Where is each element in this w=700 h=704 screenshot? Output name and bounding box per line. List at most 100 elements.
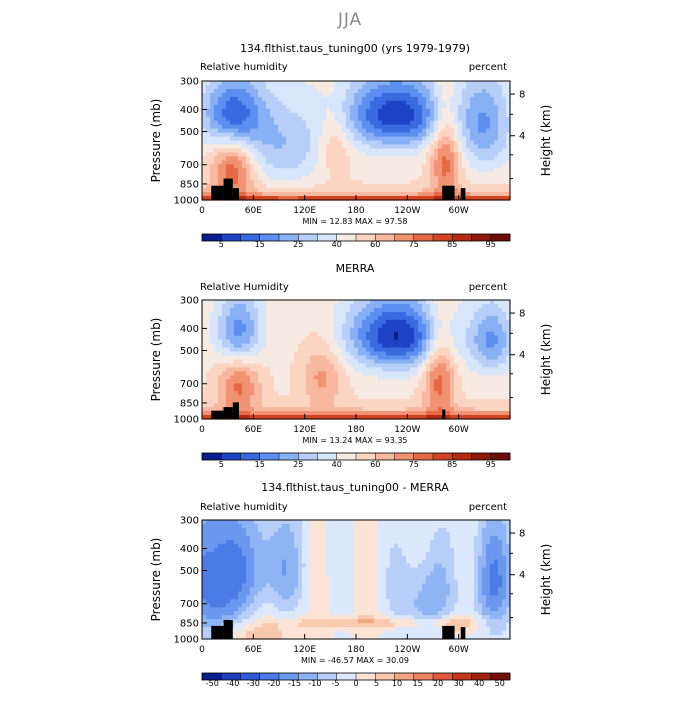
heatmap-cell — [466, 328, 471, 333]
heatmap-cell — [358, 403, 363, 408]
heatmap-cell — [254, 524, 259, 529]
heatmap-cell — [330, 192, 335, 197]
heatmap-cell — [230, 320, 235, 325]
heatmap-cell — [266, 328, 271, 333]
heatmap-cell — [430, 324, 435, 329]
heatmap-cell — [246, 89, 251, 94]
heatmap-cell — [490, 141, 495, 146]
heatmap-cell — [450, 164, 455, 169]
heatmap-cell — [346, 133, 351, 138]
heatmap-cell — [234, 332, 239, 337]
heatmap-cell — [370, 188, 375, 193]
heatmap-cell — [434, 101, 439, 106]
heatmap-cell — [414, 156, 419, 161]
heatmap-cell — [486, 367, 491, 372]
heatmap-cell — [218, 304, 223, 309]
heatmap-cell — [286, 152, 291, 157]
heatmap-cell — [214, 403, 219, 408]
heatmap-cell — [242, 528, 247, 533]
heatmap-cell — [250, 184, 255, 189]
heatmap-cell — [358, 332, 363, 337]
heatmap-cell — [406, 172, 411, 177]
heatmap-cell — [218, 176, 223, 181]
heatmap-cell — [250, 304, 255, 309]
heatmap-cell — [438, 383, 443, 388]
heatmap-cell — [394, 375, 399, 380]
heatmap-cell — [386, 144, 391, 149]
heatmap-cell — [338, 105, 343, 110]
heatmap-cell — [206, 391, 211, 396]
heatmap-cell — [386, 520, 391, 525]
heatmap-cell — [262, 129, 267, 134]
heatmap-cell — [358, 316, 363, 321]
heatmap-cell — [470, 152, 475, 157]
heatmap-cell — [438, 125, 443, 130]
heatmap-cell — [330, 383, 335, 388]
heatmap-cell — [286, 360, 291, 365]
heatmap-cell — [446, 332, 451, 337]
heatmap-cell — [330, 352, 335, 357]
heatmap-cell — [374, 375, 379, 380]
heatmap-cell — [254, 156, 259, 161]
heatmap-cell — [298, 363, 303, 368]
heatmap-cell — [218, 391, 223, 396]
heatmap-cell — [406, 308, 411, 313]
heatmap-cell — [306, 324, 311, 329]
heatmap-cell — [298, 344, 303, 349]
heatmap-cell — [274, 141, 279, 146]
heatmap-cell — [362, 129, 367, 134]
heatmap-cell — [430, 168, 435, 173]
heatmap-cell — [330, 117, 335, 122]
heatmap-cell — [402, 93, 407, 98]
heatmap-cell — [242, 101, 247, 106]
heatmap-cell — [490, 180, 495, 185]
heatmap-cell — [342, 399, 347, 404]
heatmap-cell — [326, 371, 331, 376]
heatmap-cell — [394, 176, 399, 181]
heatmap-cell — [378, 81, 383, 86]
heatmap-cell — [490, 89, 495, 94]
heatmap-cell — [250, 371, 255, 376]
heatmap-cell — [370, 360, 375, 365]
heatmap-cell — [282, 328, 287, 333]
heatmap-cell — [462, 129, 467, 134]
heatmap-cell — [342, 121, 347, 126]
heatmap-cell — [370, 133, 375, 138]
heatmap-cell — [226, 528, 231, 533]
heatmap-cell — [494, 383, 499, 388]
heatmap-cell — [466, 164, 471, 169]
heatmap-cell — [338, 344, 343, 349]
heatmap-cell — [446, 320, 451, 325]
heatmap-cell — [298, 320, 303, 325]
heatmap-cell — [438, 304, 443, 309]
heatmap-cell — [498, 176, 503, 181]
heatmap-cell — [382, 192, 387, 197]
heatmap-cell — [430, 152, 435, 157]
heatmap-cell — [430, 160, 435, 165]
heatmap-cell — [246, 101, 251, 106]
heatmap-cell — [290, 304, 295, 309]
heatmap-cell — [246, 308, 251, 313]
heatmap-cell — [222, 81, 227, 86]
heatmap-cell — [298, 188, 303, 193]
heatmap-cell — [390, 363, 395, 368]
heatmap-cell — [294, 137, 299, 142]
heatmap-cell — [450, 156, 455, 161]
heatmap-cell — [374, 332, 379, 337]
heatmap-cell — [402, 344, 407, 349]
heatmap-cell — [214, 387, 219, 392]
heatmap-cell — [454, 101, 459, 106]
heatmap-cell — [426, 403, 431, 408]
heatmap-cell — [206, 340, 211, 345]
y-axis-label: Pressure (mb) — [149, 318, 163, 402]
heatmap-cell — [282, 379, 287, 384]
heatmap-cell — [406, 133, 411, 138]
heatmap-cell — [498, 113, 503, 118]
heatmap-cell — [462, 312, 467, 317]
heatmap-cell — [406, 176, 411, 181]
heatmap-cell — [438, 403, 443, 408]
heatmap-cell — [298, 93, 303, 98]
heatmap-cell — [202, 176, 207, 181]
heatmap-cell — [370, 324, 375, 329]
heatmap-cell — [438, 391, 443, 396]
